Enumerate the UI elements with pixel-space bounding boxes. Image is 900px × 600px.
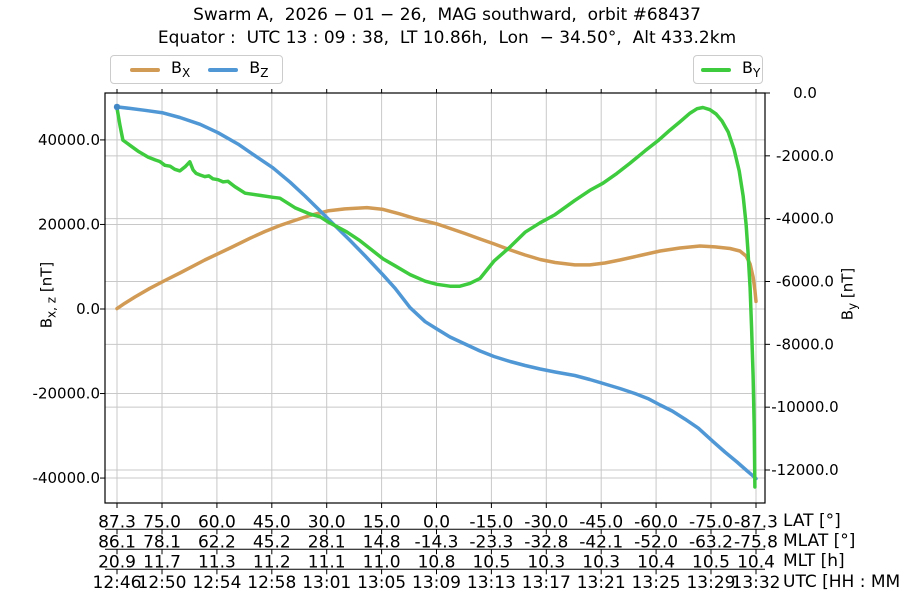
x-tick-label-row1: 75.0 — [143, 513, 181, 533]
x-tick-label-row3: 10.3 — [527, 553, 565, 573]
right-tick-label: 0.0 — [793, 84, 817, 102]
x-tick-label-row3: 11.1 — [308, 553, 346, 573]
x-tick-label-row3: 10.5 — [692, 553, 730, 573]
x-tick-label-row4: 13:13 — [467, 573, 516, 593]
right-tick-label: -10000.0 — [771, 398, 838, 416]
x-tick-label-row1: 30.0 — [308, 513, 346, 533]
x-tick-label-row2: -42.1 — [579, 533, 623, 553]
x-tick-label-row4: 13:05 — [357, 573, 406, 593]
right-tick-label: -2000.0 — [776, 147, 834, 165]
x-tick-label-row2: -14.3 — [415, 533, 459, 553]
x-tick-label-row4: 13:29 — [686, 573, 735, 593]
left-tick-label: -40000.0 — [33, 469, 100, 487]
x-tick-label-row4: 12:46 — [93, 573, 142, 593]
x-tick-label-row2: -23.3 — [469, 533, 513, 553]
right-tick-label: -6000.0 — [776, 273, 834, 291]
x-tick-label-row1: -15.0 — [469, 513, 513, 533]
x-tick-label-row1: 45.0 — [253, 513, 291, 533]
left-tick-label: 40000.0 — [38, 131, 100, 149]
x-tick-label-row2: 86.1 — [98, 533, 136, 553]
x-tick-label-row1: 87.3 — [98, 513, 136, 533]
right-tick-label: -12000.0 — [771, 461, 838, 479]
x-tick-label-row2: 78.1 — [143, 533, 181, 553]
series-bx-line — [115, 205, 758, 311]
x-tick-label-row3: 10.4 — [637, 553, 675, 573]
mlt-row-label: MLT [h] — [783, 551, 845, 571]
x-tick-label-row3: 11.2 — [253, 553, 291, 573]
x-tick-label-row3: 10.8 — [418, 553, 456, 573]
x-tick-label-row1: 60.0 — [198, 513, 236, 533]
x-tick-label-row3: 11.0 — [363, 553, 401, 573]
chart-title: Swarm A, 2026 − 01 − 26, MAG southward, … — [193, 5, 701, 25]
x-tick-label-row4: 12:50 — [138, 573, 187, 593]
x-tick-label-row4: 12:54 — [192, 573, 241, 593]
x-tick-label-row4: 12:58 — [247, 573, 296, 593]
x-tick-label-row2: -32.8 — [524, 533, 568, 553]
x-tick-label-row4: 13:17 — [522, 573, 571, 593]
left-tick-label: 0.0 — [76, 300, 100, 318]
legend-left: BX BZ — [110, 55, 283, 84]
x-tick-label-row2: -63.2 — [689, 533, 733, 553]
x-tick-label-row2: -75.8 — [734, 533, 778, 553]
utc-row-label: UTC [HH : MM] — [783, 572, 900, 592]
x-tick-label-row2: 62.2 — [198, 533, 236, 553]
x-tick-label-row4: 13:01 — [302, 573, 351, 593]
right-tick-label: -4000.0 — [776, 210, 834, 228]
x-tick-label-row4: 13:25 — [632, 573, 681, 593]
x-tick-label-row3: 10.4 — [737, 553, 775, 573]
right-tick-label: -8000.0 — [776, 335, 834, 353]
x-tick-label-row1: -30.0 — [524, 513, 568, 533]
by-legend-label: BY — [742, 58, 761, 81]
plot-border — [104, 92, 766, 504]
x-tick-label-row2: 45.2 — [253, 533, 291, 553]
x-tick-label-row1: -75.0 — [689, 513, 733, 533]
x-tick-label-row2: -52.0 — [634, 533, 678, 553]
legend-right: BY — [693, 55, 763, 84]
by-legend-swatch — [701, 67, 731, 72]
x-tick-label-row3: 10.5 — [472, 553, 510, 573]
left-tick-label: 20000.0 — [38, 215, 100, 233]
bz-legend-label: BZ — [249, 58, 269, 81]
x-tick-label-row1: -60.0 — [634, 513, 678, 533]
x-tick-label-row4: 13:32 — [732, 573, 781, 593]
lat-row-label: LAT [°] — [783, 511, 841, 531]
x-tick-label-row1: -87.3 — [734, 513, 778, 533]
x-tick-label-row1: -45.0 — [579, 513, 623, 533]
x-tick-label-row1: 0.0 — [423, 513, 450, 533]
mlat-row-label: MLAT [°] — [783, 531, 856, 551]
series-by-line — [115, 105, 757, 489]
x-tick-label-row2: 14.8 — [363, 533, 401, 553]
series-bz-line — [115, 105, 758, 481]
bx-legend-label: BX — [171, 58, 191, 81]
x-tick-label-row3: 10.3 — [582, 553, 620, 573]
bz-legend-swatch — [208, 67, 239, 72]
bz-start-marker — [113, 103, 121, 111]
bx-legend-swatch — [130, 67, 160, 72]
x-tick-label-row3: 11.3 — [198, 553, 236, 573]
x-tick-label-row3: 11.7 — [143, 553, 181, 573]
x-tick-label-row4: 13:09 — [412, 573, 461, 593]
left-tick-label: -20000.0 — [33, 385, 100, 403]
chart-subtitle: Equator : UTC 13 : 09 : 38, LT 10.86h, L… — [157, 28, 737, 48]
x-tick-label-row3: 20.9 — [98, 553, 136, 573]
x-tick-label-row1: 15.0 — [363, 513, 401, 533]
x-tick-label-row2: 28.1 — [308, 533, 346, 553]
x-tick-label-row4: 13:21 — [577, 573, 626, 593]
